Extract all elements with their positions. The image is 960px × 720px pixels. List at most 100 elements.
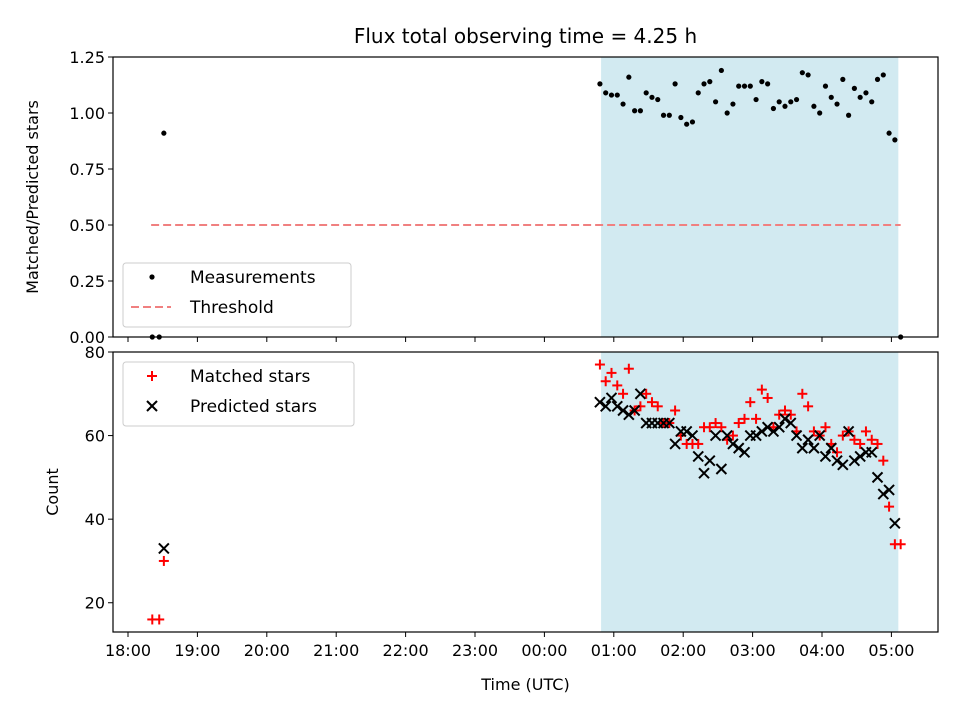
data-point: [793, 96, 800, 103]
data-point: [704, 422, 715, 433]
x-stroke-b: [825, 442, 837, 454]
x-stroke-b: [663, 417, 676, 429]
x-tick-label: 20:00: [244, 641, 290, 660]
data-point: [736, 83, 742, 89]
data-point: [727, 430, 738, 441]
x-stroke-b: [715, 463, 728, 475]
data-point: [620, 101, 626, 107]
x-stroke-b: [617, 404, 629, 417]
data-point: [866, 434, 877, 445]
data-point: [788, 99, 794, 105]
data-point: [761, 421, 774, 433]
y-tick-label: 0.50: [69, 216, 105, 235]
data-point: [158, 542, 170, 555]
chart-panel-2: 20 40 60 80 18:00 19:00 20:00 21:00 22:00 23:00 00…: [43, 343, 939, 694]
data-point: [762, 392, 773, 403]
x-tick-label: 22:00: [383, 641, 429, 660]
data-point: [802, 434, 814, 446]
data-point: [733, 418, 744, 429]
data-point: [765, 81, 771, 87]
x-stroke-b: [756, 425, 768, 438]
data-point: [666, 112, 672, 118]
data-point: [860, 426, 871, 437]
data-point: [803, 401, 814, 412]
data-point: [663, 417, 676, 429]
data-point: [684, 121, 690, 127]
data-point: [715, 463, 728, 475]
data-point: [716, 422, 727, 433]
x-stroke-b: [692, 450, 704, 463]
y-axis-label: Count: [43, 468, 62, 516]
data-point: [635, 401, 646, 412]
x-stroke-b: [889, 517, 901, 530]
x-stroke-b: [877, 488, 890, 500]
x-stroke-b: [883, 484, 895, 496]
x-stroke-b: [721, 429, 733, 442]
data-point: [820, 422, 831, 433]
data-point: [608, 92, 615, 98]
data-point: [782, 103, 788, 109]
data-point: [767, 425, 780, 438]
data-point: [637, 108, 644, 114]
x-stroke-b: [750, 429, 762, 442]
y-tick-label: 40: [85, 510, 105, 529]
data-point: [808, 426, 819, 437]
data-point: [857, 94, 863, 100]
data-point: [759, 79, 765, 85]
data-point: [672, 81, 678, 87]
data-point: [741, 83, 748, 89]
data-point: [730, 101, 736, 107]
data-point: [805, 72, 811, 78]
data-point: [747, 83, 753, 89]
data-point: [599, 400, 612, 413]
data-point: [750, 429, 762, 442]
x-stroke-b: [773, 421, 785, 433]
data-point: [158, 555, 169, 566]
data-point: [895, 539, 906, 550]
data-point: [710, 418, 721, 429]
data-point: [738, 446, 751, 459]
x-tick-label: 05:00: [868, 641, 914, 660]
x-tick-label: 03:00: [730, 641, 776, 660]
data-point: [632, 108, 638, 114]
legend: Measurements Threshold: [122, 262, 352, 328]
observing-window-shade: [601, 57, 899, 337]
data-point: [692, 450, 704, 463]
data-point: [594, 359, 605, 370]
data-point: [154, 614, 165, 625]
x-tick-label: 02:00: [660, 641, 706, 660]
data-point: [884, 501, 895, 512]
data-point: [623, 363, 634, 374]
x-stroke-b: [819, 450, 832, 463]
data-point: [597, 81, 603, 87]
x-tick-label: 04:00: [799, 641, 845, 660]
data-point: [721, 429, 733, 442]
data-point: [680, 425, 693, 438]
data-point: [634, 388, 647, 400]
data-point: [718, 67, 724, 74]
data-point: [594, 396, 606, 408]
data-point: [689, 119, 696, 125]
data-point: [799, 70, 805, 76]
x-stroke-b: [767, 425, 780, 438]
data-point: [779, 413, 791, 425]
x-stroke-b: [704, 454, 716, 467]
data-point: [846, 112, 852, 118]
data-point: [626, 74, 632, 80]
data-point: [756, 425, 768, 438]
y-tick-label: 1.25: [69, 48, 105, 67]
data-point: [605, 392, 618, 404]
x-stroke-b: [808, 442, 820, 454]
data-point: [660, 112, 667, 118]
data-point: [643, 90, 649, 96]
x-stroke-b: [698, 467, 710, 479]
data-point: [785, 417, 797, 429]
y-tick-label: 60: [85, 427, 105, 446]
data-point: [874, 76, 881, 82]
x-stroke-b: [634, 388, 647, 400]
data-point: [751, 413, 762, 424]
data-point: [842, 425, 855, 438]
legend-label: Matched stars: [190, 367, 310, 387]
x-stroke-b: [831, 454, 843, 467]
